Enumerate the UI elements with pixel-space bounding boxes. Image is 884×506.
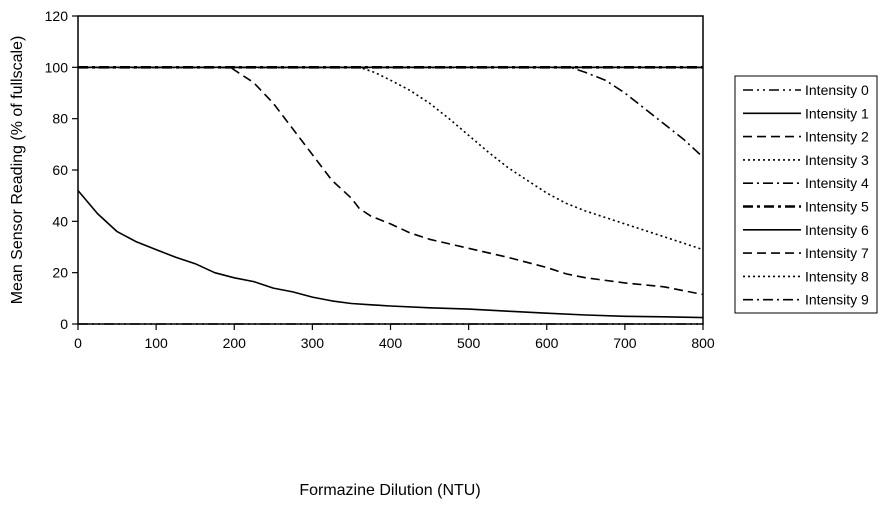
x-tick-label: 300 bbox=[301, 335, 325, 351]
legend-label: Intensity 6 bbox=[805, 222, 869, 238]
legend-label: Intensity 0 bbox=[805, 82, 869, 98]
legend-label: Intensity 8 bbox=[805, 268, 869, 284]
x-tick-label: 0 bbox=[74, 335, 82, 351]
y-tick-label: 100 bbox=[45, 59, 69, 75]
series-line-intensity-1 bbox=[77, 189, 704, 319]
y-axis-title: Mean Sensor Reading (% of fullscale) bbox=[9, 36, 26, 305]
x-tick-label: 600 bbox=[535, 335, 559, 351]
series-layer bbox=[77, 66, 704, 325]
x-tick-label: 800 bbox=[691, 335, 715, 351]
legend: Intensity 0 Intensity 1 Intensity 2 Intensi… bbox=[734, 75, 878, 314]
y-tick-label: 20 bbox=[52, 265, 68, 281]
x-tick-label: 200 bbox=[223, 335, 247, 351]
legend-label: Intensity 3 bbox=[805, 152, 869, 168]
x-axis: 0 100 200 300 400 500 600 700 800 bbox=[74, 324, 715, 351]
legend-box bbox=[734, 75, 878, 314]
series-line-intensity-2 bbox=[78, 66, 704, 296]
x-tick-label: 500 bbox=[457, 335, 481, 351]
y-tick-label: 0 bbox=[60, 316, 68, 332]
y-tick-label: 80 bbox=[52, 111, 68, 127]
y-tick-label: 120 bbox=[45, 8, 69, 24]
legend-label: Intensity 1 bbox=[805, 105, 869, 121]
x-tick-label: 100 bbox=[144, 335, 168, 351]
legend-label: Intensity 5 bbox=[805, 199, 869, 215]
x-tick-label: 400 bbox=[379, 335, 403, 351]
legend-label: Intensity 2 bbox=[805, 129, 869, 145]
y-axis: 0 20 40 60 80 100 120 bbox=[45, 8, 78, 332]
plot-area bbox=[77, 15, 704, 325]
y-tick-label: 60 bbox=[52, 162, 68, 178]
legend-label: Intensity 7 bbox=[805, 245, 869, 261]
x-axis-title: Formazine Dilution (NTU) bbox=[299, 482, 480, 499]
series-line-intensity-3 bbox=[78, 66, 704, 251]
legend-label: Intensity 9 bbox=[805, 292, 869, 308]
y-tick-label: 40 bbox=[52, 213, 68, 229]
legend-label: Intensity 4 bbox=[805, 175, 869, 191]
x-tick-label: 700 bbox=[613, 335, 637, 351]
